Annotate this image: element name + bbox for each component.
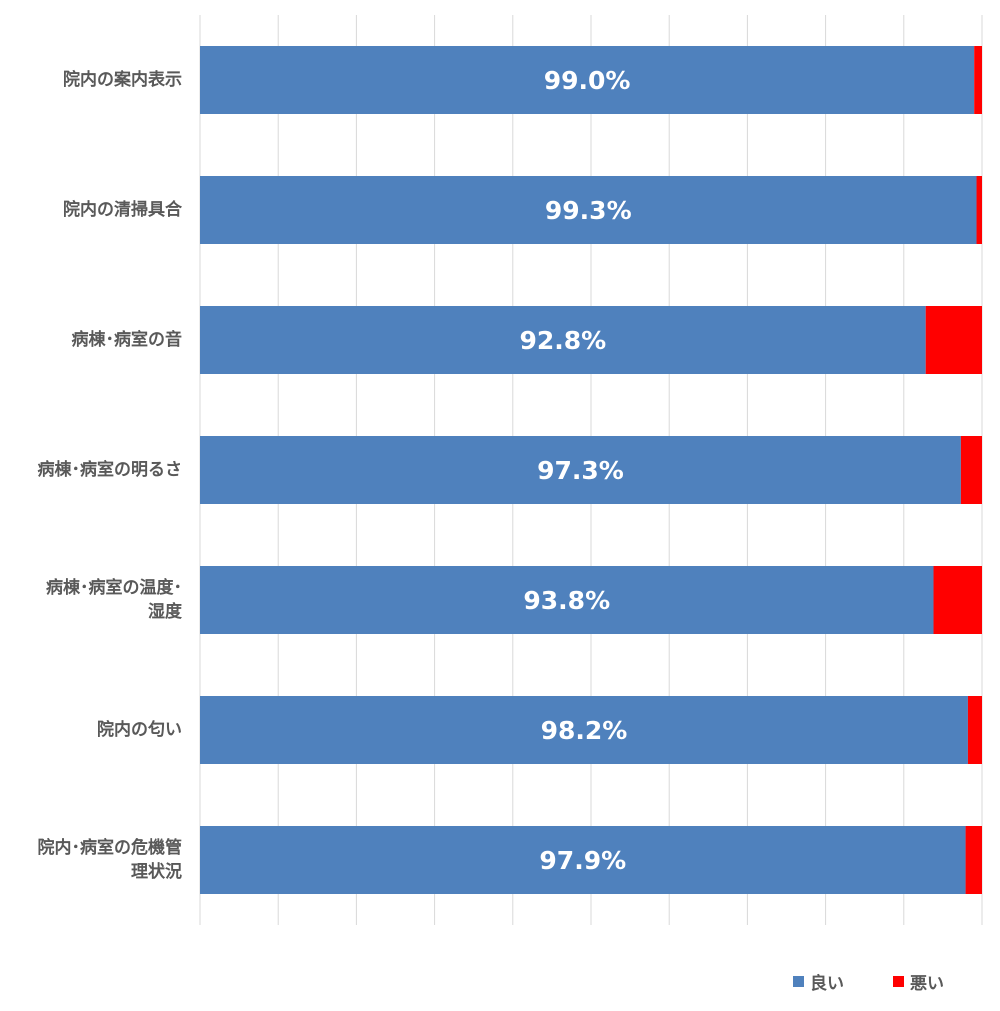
category-label: 院内の匂い [2, 718, 182, 742]
legend-swatch-good [793, 975, 804, 987]
category-label-line: 院内の案内表示 [63, 70, 182, 90]
bar-segment-good [200, 176, 977, 244]
legend-item-bad: 悪い [893, 969, 944, 994]
category-label-line: 理状況 [131, 862, 182, 882]
category-label-line: 病棟･病室の温度･ [46, 578, 182, 598]
data-label: 92.8% [519, 326, 606, 355]
bar-segment-good [200, 826, 966, 894]
bar-segment-good [200, 46, 975, 114]
bar-segment-bad [974, 46, 982, 114]
legend-label-good: 良い [810, 973, 844, 994]
legend-label-bad: 悪い [910, 973, 944, 994]
category-label-line: 院内の清掃具合 [63, 200, 182, 220]
data-label: 99.0% [544, 66, 631, 95]
bar-segment-good [200, 436, 961, 504]
bar-segment-bad [967, 696, 982, 764]
category-label: 病棟･病室の温度･ 湿度 [2, 576, 182, 624]
category-label-line: 病棟･病室の明るさ [37, 460, 183, 480]
legend-item-good: 良い [793, 969, 844, 994]
category-label-line: 院内の匂い [97, 720, 182, 740]
data-label: 93.8% [523, 586, 610, 615]
category-label: 院内の案内表示 [2, 68, 182, 92]
category-label-line: 病棟･病室の音 [71, 330, 183, 350]
bar-segment-good [200, 696, 968, 764]
legend-swatch-bad [893, 975, 904, 987]
category-label: 院内の清掃具合 [2, 198, 182, 222]
bar-segment-bad [965, 826, 982, 894]
category-label: 院内･病室の危機管理状況 [2, 836, 183, 884]
category-label-line: 湿度 [148, 602, 182, 622]
bar-segment-bad [976, 176, 982, 244]
category-label: 病棟･病室の明るさ [2, 458, 183, 482]
bar-segment-bad [925, 306, 982, 374]
data-label: 98.2% [541, 716, 628, 745]
bar-segment-good [200, 306, 926, 374]
bar-segment-bad [960, 436, 982, 504]
category-label-line: 院内･病室の危機管 [37, 838, 183, 858]
data-label: 97.9% [539, 846, 626, 875]
category-label: 病棟･病室の音 [2, 328, 183, 352]
data-label: 97.3% [537, 456, 624, 485]
bar-segment-bad [933, 566, 982, 634]
bar-segment-good [200, 566, 934, 634]
data-label: 99.3% [545, 196, 632, 225]
